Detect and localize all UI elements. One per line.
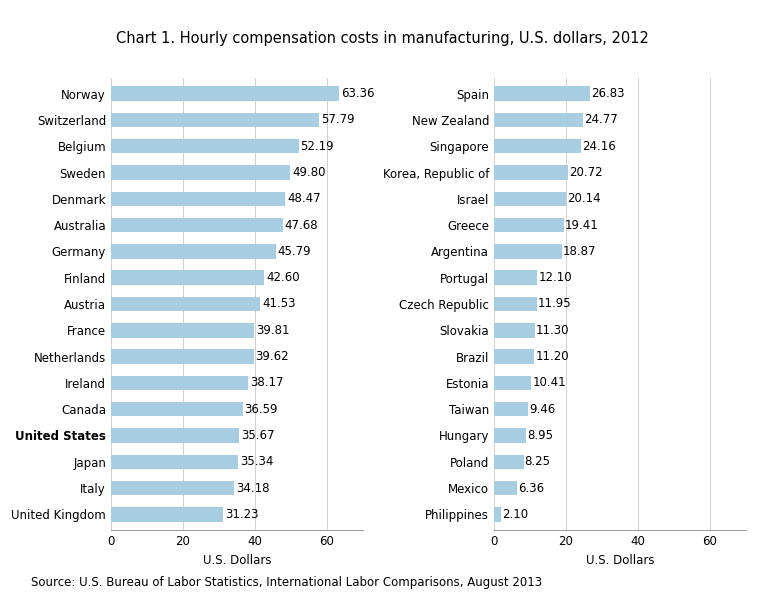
Bar — [494, 297, 537, 311]
Text: 52.19: 52.19 — [301, 140, 334, 153]
Text: 20.14: 20.14 — [568, 192, 601, 205]
Bar — [494, 113, 583, 127]
Bar — [111, 192, 285, 206]
Text: 2.10: 2.10 — [503, 508, 529, 521]
Text: 41.53: 41.53 — [262, 298, 296, 310]
Text: 39.81: 39.81 — [256, 324, 289, 337]
Bar — [494, 402, 528, 416]
Text: 63.36: 63.36 — [340, 87, 374, 100]
Text: 9.46: 9.46 — [529, 403, 555, 416]
Text: 49.80: 49.80 — [292, 166, 325, 179]
Text: 48.47: 48.47 — [287, 192, 321, 205]
Bar — [111, 323, 254, 337]
Text: 34.18: 34.18 — [236, 482, 269, 495]
Bar — [494, 192, 566, 206]
Text: 24.16: 24.16 — [582, 140, 616, 153]
Bar — [111, 481, 234, 495]
Text: 31.23: 31.23 — [225, 508, 259, 521]
Bar — [494, 507, 502, 522]
Text: 11.20: 11.20 — [536, 350, 569, 363]
Bar — [494, 428, 526, 443]
Bar — [494, 349, 534, 364]
Bar — [494, 86, 591, 101]
Text: 36.59: 36.59 — [245, 403, 278, 416]
Text: 11.30: 11.30 — [536, 324, 569, 337]
Bar — [111, 297, 260, 311]
Bar — [494, 455, 523, 469]
Bar — [494, 165, 568, 180]
Text: Chart 1. Hourly compensation costs in manufacturing, U.S. dollars, 2012: Chart 1. Hourly compensation costs in ma… — [116, 31, 649, 47]
Bar — [494, 481, 517, 495]
Bar — [111, 507, 223, 522]
X-axis label: U.S. Dollars: U.S. Dollars — [586, 553, 654, 567]
Bar — [111, 86, 339, 101]
Bar — [111, 402, 243, 416]
Text: 35.67: 35.67 — [241, 429, 275, 442]
Text: Source: U.S. Bureau of Labor Statistics, International Labor Comparisons, August: Source: U.S. Bureau of Labor Statistics,… — [31, 576, 542, 589]
Text: 35.34: 35.34 — [240, 455, 273, 468]
Bar — [494, 376, 532, 390]
Text: 26.83: 26.83 — [591, 87, 625, 100]
Bar — [111, 376, 249, 390]
Text: 57.79: 57.79 — [321, 113, 354, 126]
Bar — [111, 244, 275, 259]
Text: 8.25: 8.25 — [525, 455, 551, 468]
Text: 20.72: 20.72 — [570, 166, 603, 179]
Text: 12.10: 12.10 — [539, 271, 572, 284]
Bar — [494, 244, 562, 259]
Text: 6.36: 6.36 — [518, 482, 544, 495]
Text: 8.95: 8.95 — [527, 429, 553, 442]
Bar — [111, 113, 319, 127]
Text: 42.60: 42.60 — [266, 271, 300, 284]
Bar — [111, 349, 253, 364]
Text: 18.87: 18.87 — [563, 245, 597, 258]
Bar — [111, 165, 290, 180]
Bar — [494, 323, 535, 337]
Text: 47.68: 47.68 — [285, 219, 318, 232]
Text: 45.79: 45.79 — [278, 245, 311, 258]
Text: 11.95: 11.95 — [538, 298, 571, 310]
Text: 10.41: 10.41 — [532, 376, 566, 389]
Bar — [494, 271, 538, 285]
Bar — [111, 271, 264, 285]
Bar — [111, 218, 282, 232]
Bar — [111, 455, 238, 469]
X-axis label: U.S. Dollars: U.S. Dollars — [203, 553, 271, 567]
Bar — [494, 218, 564, 232]
Text: 24.77: 24.77 — [584, 113, 618, 126]
Text: 38.17: 38.17 — [250, 376, 284, 389]
Text: 39.62: 39.62 — [256, 350, 289, 363]
Bar — [494, 139, 581, 153]
Bar — [111, 139, 299, 153]
Bar — [111, 428, 239, 443]
Text: 19.41: 19.41 — [565, 219, 598, 232]
